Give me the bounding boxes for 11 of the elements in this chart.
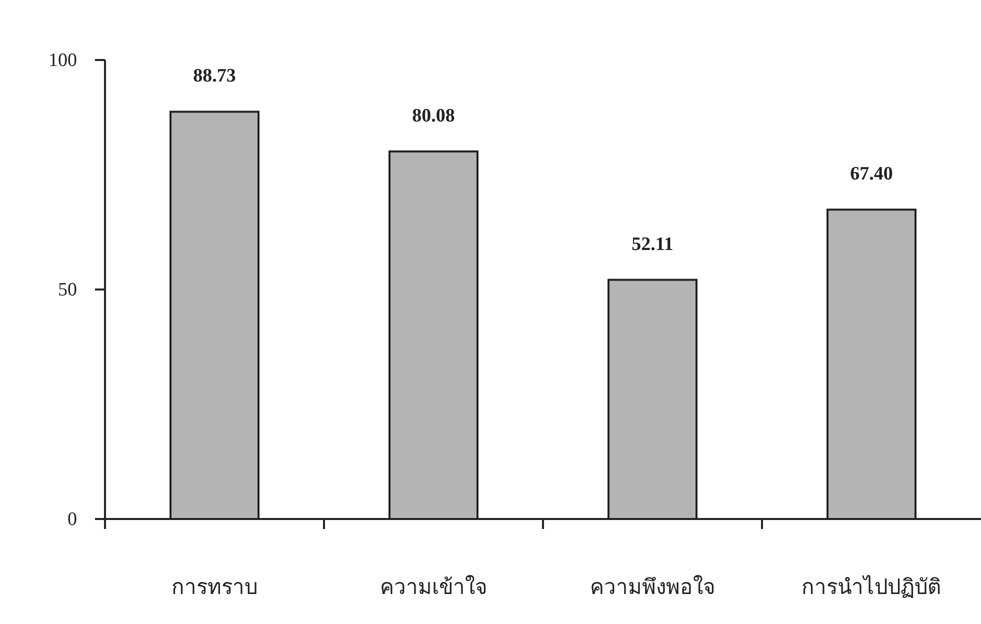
data-label: 88.73 bbox=[193, 66, 236, 87]
data-label: 80.08 bbox=[412, 105, 455, 126]
x-tick-label: การนำไปปฏิบัติ bbox=[802, 575, 942, 599]
x-tick-label: ความพึงพอใจ bbox=[590, 575, 715, 599]
data-label: 52.11 bbox=[632, 234, 674, 255]
x-tick-label: การทราบ bbox=[172, 575, 258, 599]
data-label: 67.40 bbox=[850, 164, 893, 185]
y-tick-label: 50 bbox=[58, 280, 77, 300]
x-tick-label: ความเข้าใจ bbox=[380, 575, 487, 599]
y-tick-label: 0 bbox=[68, 509, 77, 530]
y-tick-label: 100 bbox=[48, 50, 77, 71]
